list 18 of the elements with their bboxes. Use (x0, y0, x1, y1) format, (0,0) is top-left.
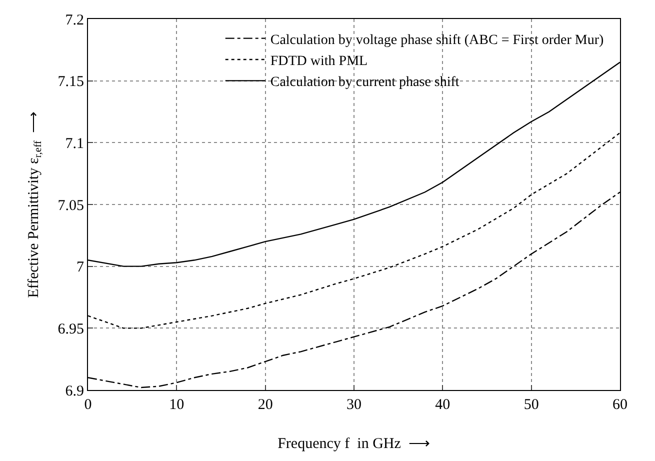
x-tick-label: 10 (169, 397, 184, 413)
legend-label: FDTD with PML (270, 54, 368, 69)
x-tick-label: 30 (346, 397, 362, 413)
y-tick-label: 7 (76, 260, 84, 276)
y-tick-label: 7.2 (65, 12, 84, 28)
y-tick-label: 7.1 (65, 136, 84, 152)
x-tick-label: 50 (524, 397, 539, 413)
y-tick-label: 7.05 (58, 198, 84, 214)
legend-label: Calculation by current phase shift (270, 75, 460, 90)
x-tick-label: 20 (258, 397, 273, 413)
y-tick-label: 7.15 (58, 74, 84, 90)
y-tick-label: 6.95 (58, 321, 84, 338)
x-axis-title: Frequency f in GHz ⟶ (278, 436, 430, 452)
x-tick-label: 0 (84, 397, 92, 413)
legend-label: Calculation by voltage phase shift (ABC = First order Mur) (270, 32, 604, 48)
x-tick-label: 40 (435, 397, 450, 413)
y-tick-label: 6.9 (65, 383, 84, 400)
x-tick-label: 60 (612, 397, 628, 413)
